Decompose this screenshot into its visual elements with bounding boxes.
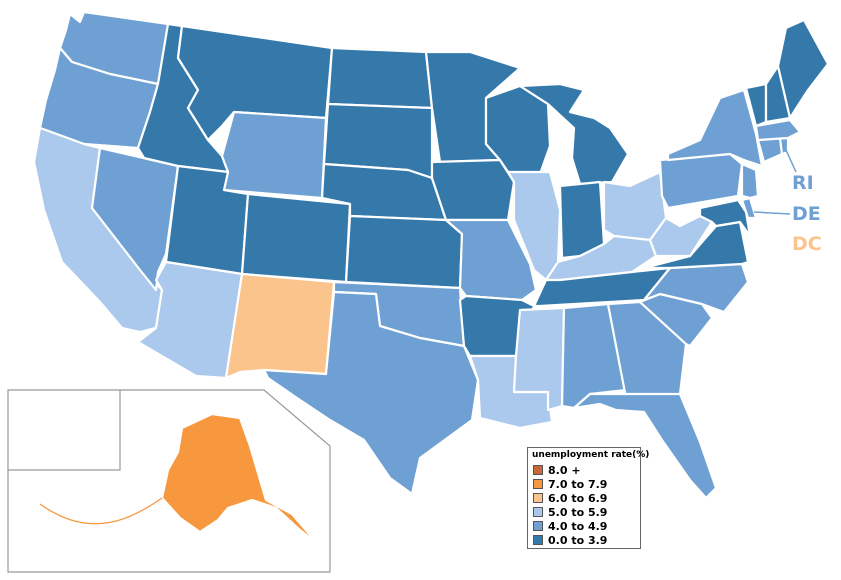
state-MA[interactable] (754, 118, 802, 142)
legend-swatch (533, 521, 543, 531)
alaska-aleutian-chain (39, 497, 163, 525)
legend-label: 0.0 to 3.9 (548, 533, 608, 547)
legend-item: 5.0 to 5.9 (528, 505, 640, 519)
callout-label-dc: DC (792, 233, 822, 255)
legend-title: unemployment rate(%) (532, 450, 650, 460)
callout-line-ri (785, 149, 797, 173)
state-ND[interactable] (326, 46, 434, 110)
legend-label: 8.0 + (548, 463, 581, 477)
callout-label-ri: RI (792, 172, 814, 194)
state-ME[interactable] (776, 18, 830, 120)
legend-items: 8.0 + 7.0 to 7.9 6.0 to 6.9 5.0 to 5.9 4… (528, 463, 640, 547)
legend-label: 5.0 to 5.9 (548, 505, 608, 519)
legend-swatch (533, 479, 543, 489)
callout-line-de (753, 211, 791, 215)
legend-item: 6.0 to 6.9 (528, 491, 640, 505)
legend-swatch (533, 465, 543, 475)
state-NM[interactable] (224, 272, 336, 380)
state-WY[interactable] (220, 110, 328, 200)
alaska-inset-frame (7, 389, 331, 573)
legend-label: 4.0 to 4.9 (548, 519, 608, 533)
state-FL[interactable] (572, 392, 718, 500)
legend-swatch (533, 493, 543, 503)
state-DE[interactable] (740, 196, 758, 220)
state-GA[interactable] (606, 300, 688, 400)
state-NJ[interactable] (740, 162, 760, 200)
state-KS[interactable] (344, 214, 464, 290)
state-NY[interactable] (666, 88, 764, 168)
legend-label: 7.0 to 7.9 (548, 477, 608, 491)
inset-frames (7, 389, 331, 573)
states-layer (16, 10, 830, 546)
state-IA[interactable] (430, 158, 516, 222)
callout-label-de: DE (792, 203, 821, 225)
legend-item: 8.0 + (528, 463, 640, 477)
legend: unemployment rate(%) 8.0 + 7.0 to 7.9 6.… (527, 447, 650, 549)
legend-label: 6.0 to 6.9 (548, 491, 608, 505)
legend-item: 0.0 to 3.9 (528, 533, 640, 547)
state-MD[interactable] (698, 198, 752, 238)
state-TX[interactable] (262, 290, 480, 496)
hawaii-inset-frame (7, 389, 121, 471)
legend-item: 7.0 to 7.9 (528, 477, 640, 491)
legend-swatch (533, 535, 543, 545)
state-PA[interactable] (658, 152, 744, 210)
legend-swatch (533, 507, 543, 517)
state-CO[interactable] (240, 192, 352, 284)
state-MI[interactable] (518, 82, 630, 186)
state-AK[interactable] (160, 412, 320, 546)
legend-item: 4.0 to 4.9 (528, 519, 640, 533)
callout-lines (753, 149, 797, 215)
